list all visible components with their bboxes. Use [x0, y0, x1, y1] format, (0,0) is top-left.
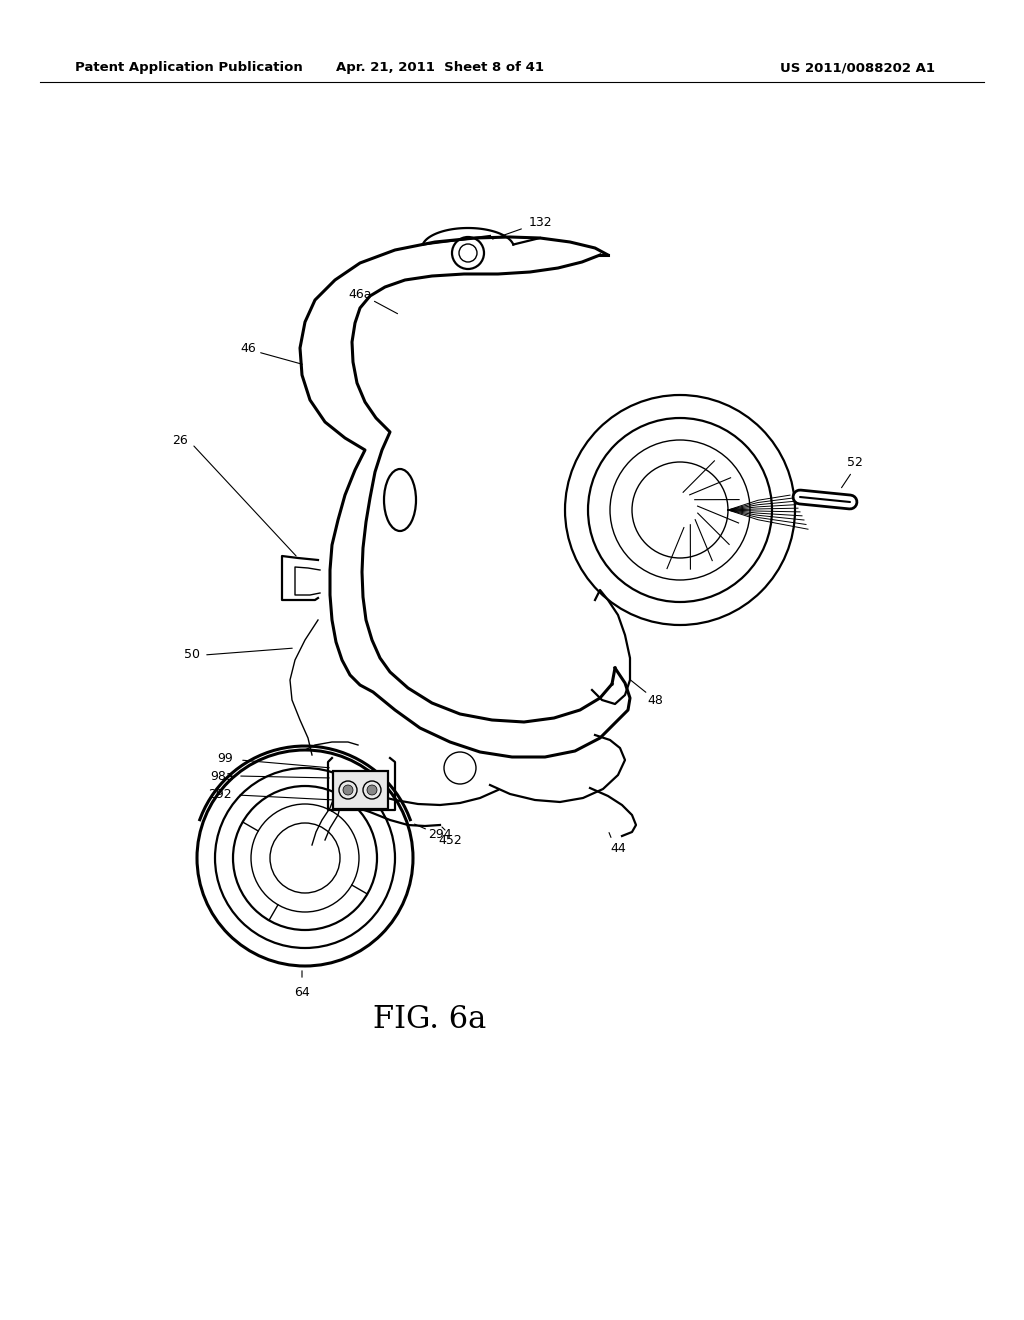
Circle shape — [343, 785, 353, 795]
Text: 98a: 98a — [210, 770, 233, 783]
Text: 46a: 46a — [348, 289, 372, 301]
Text: 99: 99 — [217, 751, 232, 764]
Text: 294: 294 — [428, 829, 452, 842]
Text: 64: 64 — [294, 986, 310, 998]
Text: US 2011/0088202 A1: US 2011/0088202 A1 — [780, 62, 935, 74]
Text: 132: 132 — [528, 215, 552, 228]
Circle shape — [367, 785, 377, 795]
Text: 52: 52 — [847, 455, 863, 469]
Text: 26: 26 — [172, 433, 187, 446]
Text: 452: 452 — [438, 833, 462, 846]
Text: 46: 46 — [240, 342, 256, 355]
Text: 44: 44 — [610, 842, 626, 854]
Text: 50: 50 — [184, 648, 200, 661]
Bar — [333, 771, 388, 809]
Text: Apr. 21, 2011  Sheet 8 of 41: Apr. 21, 2011 Sheet 8 of 41 — [336, 62, 544, 74]
Text: Patent Application Publication: Patent Application Publication — [75, 62, 303, 74]
Text: FIG. 6a: FIG. 6a — [374, 1005, 486, 1035]
Text: 292: 292 — [208, 788, 231, 801]
Text: 48: 48 — [647, 693, 663, 706]
